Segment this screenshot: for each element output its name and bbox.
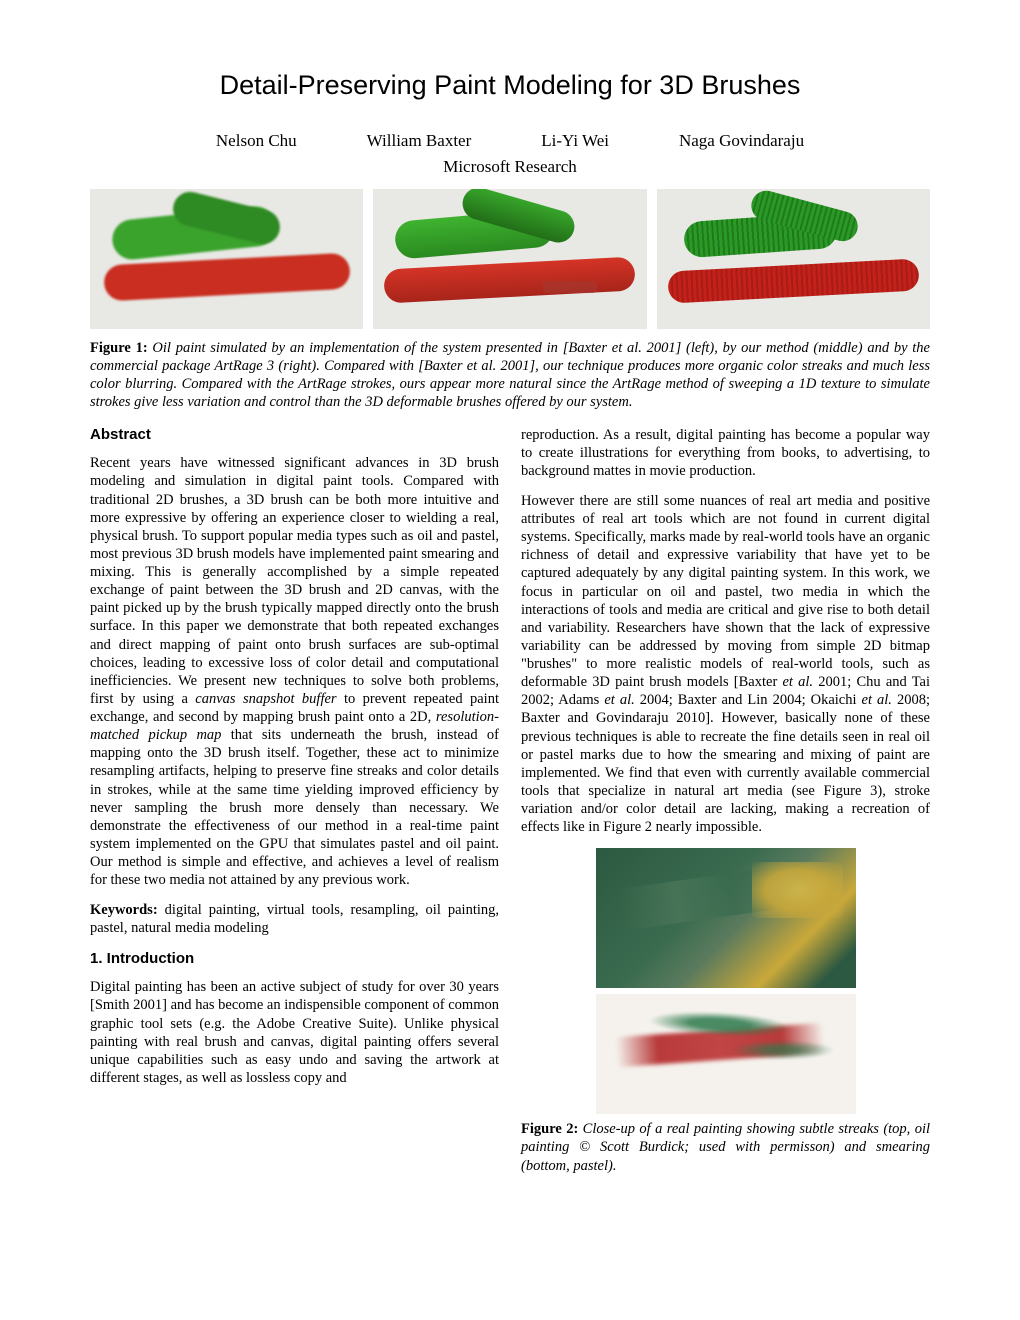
intro-p1: Digital painting has been an active subj…: [90, 978, 499, 1087]
figure2-caption: Figure 2: Close-up of a real painting sh…: [521, 1120, 930, 1174]
figure1-panel-middle: [373, 189, 646, 329]
left-column: Abstract Recent years have witnessed sig…: [90, 426, 499, 1175]
figure1-caption-text: Oil paint simulated by an implementation…: [90, 340, 930, 410]
keywords: Keywords: digital painting, virtual tool…: [90, 901, 499, 937]
intro-heading: 1. Introduction: [90, 950, 499, 969]
intro-p3: However there are still some nuances of …: [521, 492, 930, 836]
figure2-caption-text: Close-up of a real painting showing subt…: [521, 1121, 930, 1173]
abstract-text: Recent years have witnessed significant …: [90, 454, 499, 889]
paper-title: Detail-Preserving Paint Modeling for 3D …: [90, 70, 930, 101]
figure2-label: Figure 2:: [521, 1121, 578, 1137]
abstract-heading: Abstract: [90, 426, 499, 445]
figure1-label: Figure 1:: [90, 340, 148, 356]
figure2-bottom: [596, 994, 856, 1114]
figure2-top: [596, 848, 856, 988]
author: Nelson Chu: [216, 131, 297, 151]
figure1-row: [90, 189, 930, 329]
figure1-panel-right: [657, 189, 930, 329]
figure1-caption: Figure 1: Oil paint simulated by an impl…: [90, 339, 930, 412]
author: Li-Yi Wei: [541, 131, 609, 151]
keywords-label: Keywords:: [90, 902, 158, 918]
figure1-panel-left: [90, 189, 363, 329]
affiliation: Microsoft Research: [90, 157, 930, 177]
author: Naga Govindaraju: [679, 131, 804, 151]
figure2: Figure 2: Close-up of a real painting sh…: [521, 848, 930, 1174]
author-list: Nelson Chu William Baxter Li-Yi Wei Naga…: [90, 131, 930, 151]
two-column-body: Abstract Recent years have witnessed sig…: [90, 426, 930, 1175]
intro-p2: reproduction. As a result, digital paint…: [521, 426, 930, 480]
right-column: reproduction. As a result, digital paint…: [521, 426, 930, 1175]
author: William Baxter: [367, 131, 472, 151]
